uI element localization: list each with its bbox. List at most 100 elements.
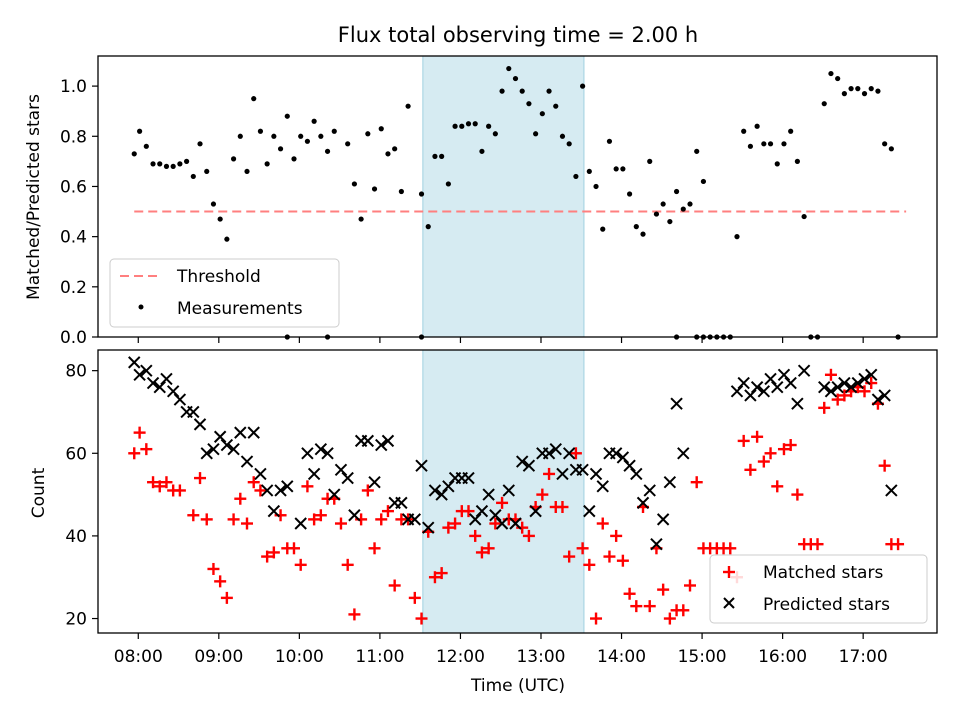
- predicted-star-marker: [871, 393, 885, 406]
- predicted-star-marker: [227, 442, 240, 456]
- matched-star-marker: [355, 513, 368, 526]
- measurement-point: [546, 88, 552, 94]
- measurement-point: [392, 146, 398, 152]
- x-tick-label: 10:00: [275, 647, 324, 667]
- predicted-star-marker: [307, 467, 321, 481]
- predicted-star-marker: [160, 372, 173, 386]
- measurement-point: [794, 158, 800, 164]
- x-tick-label: 09:00: [194, 647, 243, 667]
- count-y-tick-label: 40: [65, 527, 87, 547]
- predicted-star-marker: [442, 480, 455, 493]
- predicted-star-marker: [885, 484, 898, 497]
- count-y-tick-label: 80: [65, 362, 87, 382]
- legend-measurements-swatch: [138, 304, 144, 310]
- measurement-point: [345, 141, 351, 147]
- measurement-point: [365, 131, 371, 137]
- measurement-point: [439, 153, 445, 159]
- measurement-point: [580, 83, 586, 89]
- count-highlight-span: [422, 349, 585, 634]
- measurement-point: [633, 224, 639, 230]
- count-x-ticks: 08:00 09:00 10:00 11:00 12:00 13:00 14:00 15:00…: [114, 633, 888, 667]
- measurement-point: [432, 153, 438, 159]
- matched-star-marker: [435, 567, 448, 580]
- predicted-star-marker: [254, 467, 267, 481]
- measurement-point: [398, 188, 404, 195]
- measurement-point: [257, 128, 264, 134]
- measurement-point: [304, 138, 311, 144]
- predicted-star-marker: [515, 455, 529, 468]
- matched-star-marker: [408, 591, 421, 604]
- predicted-star-marker: [140, 364, 153, 377]
- matched-star-markers: [128, 368, 905, 625]
- predicted-star-marker: [462, 471, 475, 485]
- legend-matched-label: Matched stars: [763, 563, 883, 583]
- measurement-point: [653, 211, 660, 217]
- predicted-star-marker: [750, 380, 764, 394]
- count-legend: Matched stars Predicted stars: [709, 554, 928, 624]
- ratio-x-ticks: [137, 337, 864, 343]
- matched-star-marker: [294, 558, 307, 571]
- predicted-star-marker: [609, 447, 623, 460]
- measurement-point: [626, 191, 633, 197]
- x-tick-label: 14:00: [597, 647, 646, 667]
- matched-star-marker: [200, 513, 213, 526]
- measurement-point: [183, 158, 190, 164]
- matched-star-marker: [543, 467, 556, 480]
- measurement-point: [445, 181, 451, 187]
- measurement-point: [841, 91, 847, 97]
- measurement-point: [143, 143, 149, 149]
- predicted-star-marker: [146, 376, 160, 390]
- predicted-star-marker: [415, 459, 428, 472]
- predicted-star-marker: [220, 438, 234, 452]
- predicted-star-marker: [562, 447, 576, 460]
- measurement-point: [801, 213, 807, 220]
- predicted-star-marker: [576, 463, 589, 477]
- matched-star-marker: [308, 513, 321, 526]
- predicted-star-marker: [744, 389, 757, 402]
- predicted-star-marker: [193, 418, 207, 431]
- matched-star-marker: [173, 484, 186, 497]
- matched-star-marker: [314, 509, 327, 522]
- measurement-point: [673, 188, 680, 195]
- matched-star-marker: [368, 542, 381, 555]
- predicted-star-marker: [361, 434, 375, 448]
- matched-star-marker: [133, 426, 146, 439]
- matched-star-marker: [751, 430, 764, 443]
- predicted-star-marker: [630, 467, 643, 481]
- matched-star-marker: [724, 542, 737, 555]
- ratio-axes-frame: [97, 55, 938, 338]
- matched-star-marker: [187, 509, 200, 522]
- x-tick-label: 12:00: [436, 647, 485, 667]
- measurement-point: [217, 216, 223, 222]
- predicted-star-marker: [368, 475, 381, 489]
- measurement-point: [855, 86, 861, 92]
- measurement-point: [251, 96, 257, 102]
- measurement-point: [271, 133, 277, 139]
- ratio-y-tick-label: 0.4: [60, 228, 87, 248]
- measurement-point: [486, 123, 492, 129]
- predicted-star-marker: [395, 496, 408, 510]
- measurement-point: [600, 226, 606, 232]
- count-y-ticks: 20 40 60 80: [65, 362, 98, 630]
- predicted-star-marker: [469, 513, 482, 526]
- predicted-star-marker: [865, 368, 878, 381]
- predicted-star-marker: [247, 426, 260, 439]
- measurement-point: [264, 161, 270, 167]
- measurement-point: [761, 141, 767, 147]
- matched-star-marker: [683, 579, 696, 592]
- predicted-star-marker: [408, 513, 422, 526]
- predicted-star-marker: [522, 459, 536, 472]
- predicted-star-marker: [509, 517, 522, 530]
- matched-star-marker: [375, 513, 388, 526]
- matched-star-marker: [610, 529, 623, 542]
- measurement-point: [640, 231, 646, 237]
- x-axis-label: Time (UTC): [470, 676, 565, 696]
- measurement-point: [573, 173, 579, 180]
- measurement-point: [137, 128, 143, 134]
- matched-star-marker: [569, 447, 582, 460]
- predicted-star-marker: [777, 368, 791, 381]
- matched-star-marker: [824, 368, 837, 381]
- matched-star-marker: [663, 612, 676, 625]
- matched-star-marker: [737, 434, 750, 447]
